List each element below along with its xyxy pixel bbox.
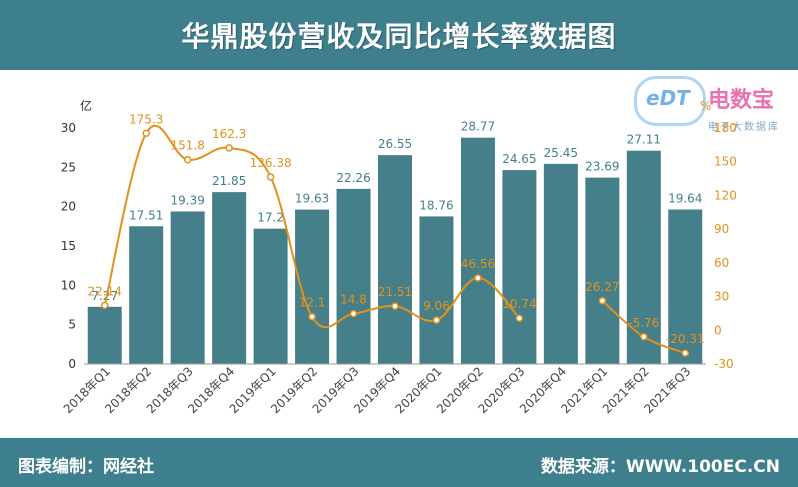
bar (626, 150, 661, 364)
bar-value-label: 27.11 (627, 133, 661, 147)
y-right-unit: % (700, 99, 711, 113)
growth-rate-point (681, 349, 690, 357)
bar (129, 226, 164, 364)
growth-rate-label: 9.06 (423, 299, 450, 313)
y-left-tick-label: 20 (61, 200, 76, 214)
growth-rate-point (598, 297, 607, 305)
y-left-tick-label: 5 (68, 318, 76, 332)
growth-rate-point (100, 301, 109, 310)
growth-rate-label: 14.8 (340, 293, 367, 307)
growth-rate-point (266, 173, 275, 181)
growth-rate-point (474, 274, 482, 282)
bar-value-label: 19.63 (295, 192, 329, 206)
bar-value-label: 21.85 (212, 174, 246, 188)
growth-rate-point (640, 333, 648, 341)
y-left-unit: 亿 (80, 98, 92, 113)
growth-rate-label: 10.74 (502, 297, 536, 311)
bar-value-label: 17.51 (129, 208, 163, 222)
bar (419, 216, 454, 364)
bar (460, 137, 495, 364)
bar (502, 170, 537, 364)
y-left-tick-label: 15 (61, 239, 76, 253)
growth-rate-label: 26.27 (585, 280, 619, 294)
growth-rate-point (183, 155, 192, 164)
growth-rate-label: 175.3 (129, 112, 163, 126)
bar-value-label: 17.2 (257, 211, 284, 225)
bar-value-label: 19.39 (170, 193, 204, 207)
y-right-tick-label: 150 (714, 155, 737, 169)
growth-rate-point (349, 309, 358, 318)
growth-rate-label: 151.8 (170, 139, 204, 153)
bar (668, 209, 703, 364)
bar-value-label: 23.69 (585, 160, 619, 174)
growth-rate-point (142, 129, 150, 138)
bar-value-label: 24.65 (502, 152, 536, 166)
bar-value-label: 7.27 (91, 289, 118, 303)
watermark-cloud-icon (634, 76, 706, 126)
growth-rate-point (515, 314, 524, 322)
growth-rate-label: 136.38 (250, 156, 292, 170)
y-left-tick-label: 25 (61, 160, 76, 174)
bar-value-label: 18.76 (419, 198, 453, 212)
growth-rate-label: 46.56 (461, 257, 495, 271)
growth-rate-label: 22.14 (88, 284, 122, 298)
bar (378, 155, 412, 364)
bar-value-label: 28.77 (461, 120, 495, 134)
chart-title: 华鼎股份营收及同比增长率数据图 (181, 20, 617, 53)
growth-rate-point (225, 144, 233, 152)
growth-rate-label: 21.51 (378, 285, 412, 299)
bar-value-label: 26.55 (378, 137, 412, 151)
y-right-tick-label: 0 (714, 323, 722, 337)
y-right-tick-label: -30 (714, 357, 734, 371)
watermark: eDT 电数宝 电子大数据库 (630, 72, 790, 142)
growth-rate-label: 162.3 (212, 127, 246, 141)
growth-rate-point (308, 312, 316, 321)
bar-value-label: 25.45 (544, 146, 578, 160)
y-right-tick-label: 30 (714, 290, 729, 304)
footer-source: 数据来源：WWW.100EC.CN (540, 457, 780, 477)
footer-editor: 图表编制：网经社 (18, 457, 154, 477)
chart-header: 华鼎股份营收及同比增长率数据图 (0, 0, 798, 70)
growth-rate-line (103, 124, 521, 329)
y-right-tick-label: 60 (714, 256, 729, 270)
y-right-tick-label: 180 (714, 121, 737, 135)
watermark-logo: eDT (646, 86, 690, 110)
bar (87, 306, 122, 364)
y-right-tick-label: 90 (714, 222, 729, 236)
y-right-tick-label: 120 (714, 188, 737, 202)
chart-footer: 图表编制：网经社 数据来源：WWW.100EC.CN (0, 438, 798, 487)
bar (585, 177, 620, 364)
bar-value-label: 19.64 (668, 191, 702, 205)
combo-chart: 0 5 10 15 20 25 30 亿 -30 0 30 60 90 120 150 180% 7.27 17.… (61, 98, 737, 416)
bar (170, 211, 205, 364)
growth-rate-label: -20.31 (666, 332, 705, 346)
bar-value-label: 22.26 (336, 171, 370, 185)
y-left-tick-label: 0 (68, 357, 76, 371)
growth-rate-label: 12.1 (299, 296, 326, 310)
bar (253, 228, 288, 364)
growth-rate-label: -5.76 (628, 316, 659, 330)
growth-rate-point (432, 316, 441, 324)
watermark-brand: 电数宝 (708, 88, 775, 113)
bar (212, 192, 247, 364)
y-left-tick-label: 30 (61, 121, 76, 135)
watermark-subtitle: 电子大数据库 (708, 122, 780, 133)
bar (336, 188, 371, 364)
growth-rate-point (391, 302, 399, 310)
y-left-tick-label: 10 (61, 278, 76, 292)
bar (543, 163, 578, 364)
